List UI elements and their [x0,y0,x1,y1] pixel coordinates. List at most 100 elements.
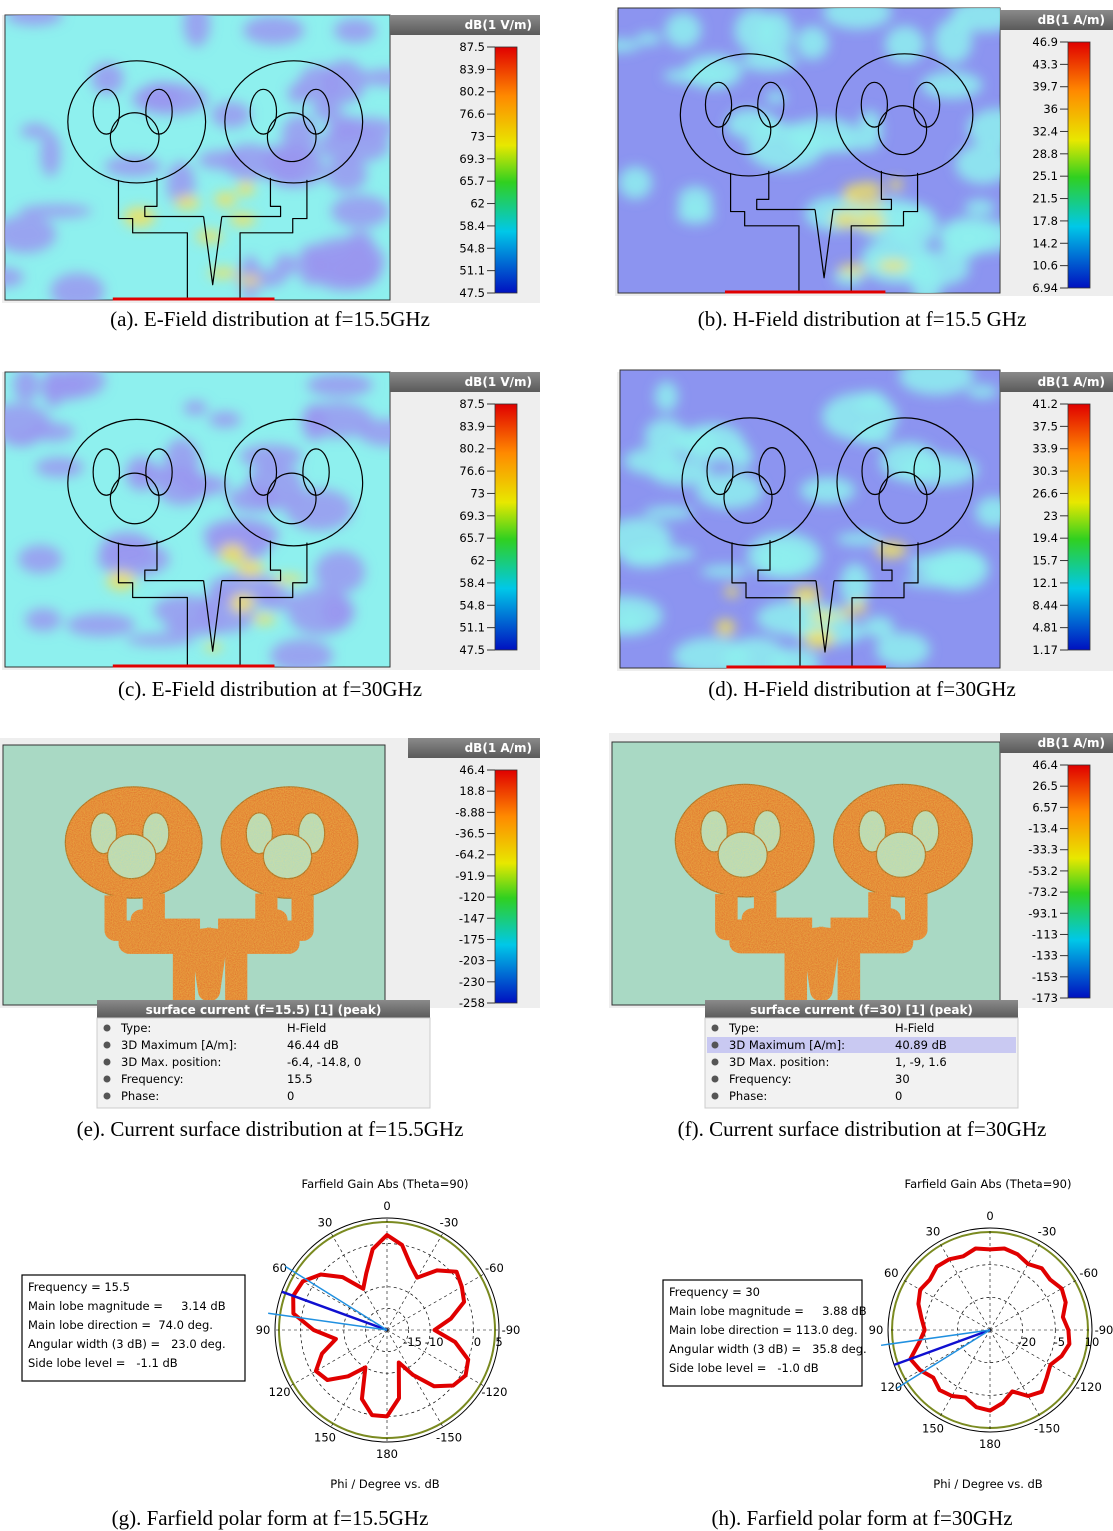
info-value: 1, -9, 1.6 [895,1055,947,1069]
angle-grid [939,1330,990,1418]
hot-spot [219,544,245,564]
hot-spot [239,275,261,285]
polar-plot: Farfield Gain Abs (Theta=90)Phi / Degree… [663,1177,1113,1491]
info-table: surface current (f=15.5) [1] (peak)Type:… [97,1000,430,1108]
angle-label: 180 [376,1447,398,1461]
colorbar-label: 51.1 [459,621,485,635]
field-blob [762,546,785,568]
radial-label: -10 [425,1335,444,1349]
angle-label: 120 [269,1385,291,1399]
antenna-ring [108,834,156,879]
field-blob [636,33,661,45]
angle-label: 90 [869,1323,884,1337]
field-blob [941,224,981,261]
colorbar-label: 69.3 [459,152,485,166]
info-key: 3D Maximum [A/m]: [729,1038,845,1052]
field-panel: dB(1 A/m)46.943.339.73632.428.825.121.51… [597,0,1113,308]
field-blob [787,118,859,150]
field-blob [323,60,365,104]
info-key: Type: [728,1021,759,1035]
colorbar-label: -175 [459,932,485,946]
angle-label: 30 [318,1216,333,1230]
hot-spot [838,264,867,274]
colorbar-label: 39.7 [1032,80,1058,94]
hot-spot [889,179,903,190]
colorbar-label: 69.3 [459,509,485,523]
hot-spot [878,260,909,271]
eye-icon [104,1042,111,1049]
hot-spot [808,611,838,621]
colorbar [1068,765,1090,998]
field-blob [35,457,84,477]
info-value: 30 [895,1072,910,1086]
field-blob [183,2,210,47]
hot-spot [804,629,834,648]
info-table: surface current (f=30) [1] (peak)Type:H-… [705,1000,1018,1108]
colorbar-label: -93.1 [1028,906,1058,920]
eye-icon [712,1076,719,1083]
field-blob [67,613,136,636]
angle-label: -60 [1079,1266,1098,1280]
colorbar-label: 17.8 [1032,214,1058,228]
info-title: surface current (f=30) [1] (peak) [750,1003,973,1017]
info-key: Phase: [121,1089,159,1103]
caption: (d). H-Field distribution at f=30GHz [708,677,1016,701]
hot-spot [208,268,238,278]
colorbar-label: -153 [1032,970,1058,984]
angle-label: -150 [436,1430,462,1444]
colorbar-label: -230 [459,975,485,989]
colorbar-label: -36.5 [455,827,485,841]
info-title: surface current (f=15.5) [1] (peak) [146,1003,382,1017]
info-value: 46.44 dB [287,1038,339,1052]
angle-label: 90 [256,1323,271,1337]
field-blob [243,16,304,45]
info-value: 0 [287,1089,294,1103]
colorbar-unit: dB(1 A/m) [1038,736,1105,750]
radial-label: -20 [1017,1335,1036,1349]
field-blob [331,195,390,228]
colorbar-label: 87.5 [459,40,485,54]
info-key: 3D Max. position: [729,1055,829,1069]
info-line: Angular width (3 dB) = 35.8 deg. [669,1342,867,1356]
colorbar [1068,404,1090,650]
colorbar-label: 83.9 [459,419,485,433]
eye-icon [712,1059,719,1066]
colorbar-label: 54.8 [459,241,485,255]
field-blob [619,166,652,199]
colorbar-unit: dB(1 A/m) [465,741,532,755]
colorbar-label: -203 [459,954,485,968]
colorbar-label: 65.7 [459,174,485,188]
field-blob [97,541,169,576]
colorbar-unit: dB(1 A/m) [1038,375,1105,389]
beamwidth-line [881,1330,990,1345]
colorbar-label: -173 [1032,991,1058,1005]
field-blob [288,83,309,104]
colorbar-label: 19.4 [1032,531,1058,545]
field-blob [334,18,376,42]
angle-label: -90 [1095,1323,1113,1337]
colorbar-label: 30.3 [1032,464,1058,478]
hot-spot [271,575,303,583]
hot-spot [832,212,860,228]
colorbar-label: 58.4 [459,219,485,233]
field-blob [228,486,281,512]
hot-spot [214,192,236,207]
field-blob [678,186,713,214]
radial-label: -5 [1054,1335,1065,1349]
hot-spot [844,185,859,204]
field-blob [13,368,39,403]
colorbar-unit: dB(1 V/m) [465,375,532,389]
hot-spot [231,594,255,610]
colorbar-unit: dB(1 V/m) [465,18,532,32]
field-panel: dB(1 V/m)87.583.980.276.67369.365.76258.… [0,365,540,673]
colorbar-label: 46.4 [459,763,485,777]
info-line: Angular width (3 dB) = 23.0 deg. [28,1337,226,1351]
field-blob [328,115,362,142]
colorbar-label: 33.9 [1032,442,1058,456]
colorbar-label: 12.1 [1032,576,1058,590]
hot-spot [853,600,866,615]
colorbar-label: 76.6 [459,107,485,121]
info-value: -6.4, -14.8, 0 [287,1055,361,1069]
colorbar-label: 8.44 [1032,598,1058,612]
colorbar-label: 43.3 [1032,57,1058,71]
